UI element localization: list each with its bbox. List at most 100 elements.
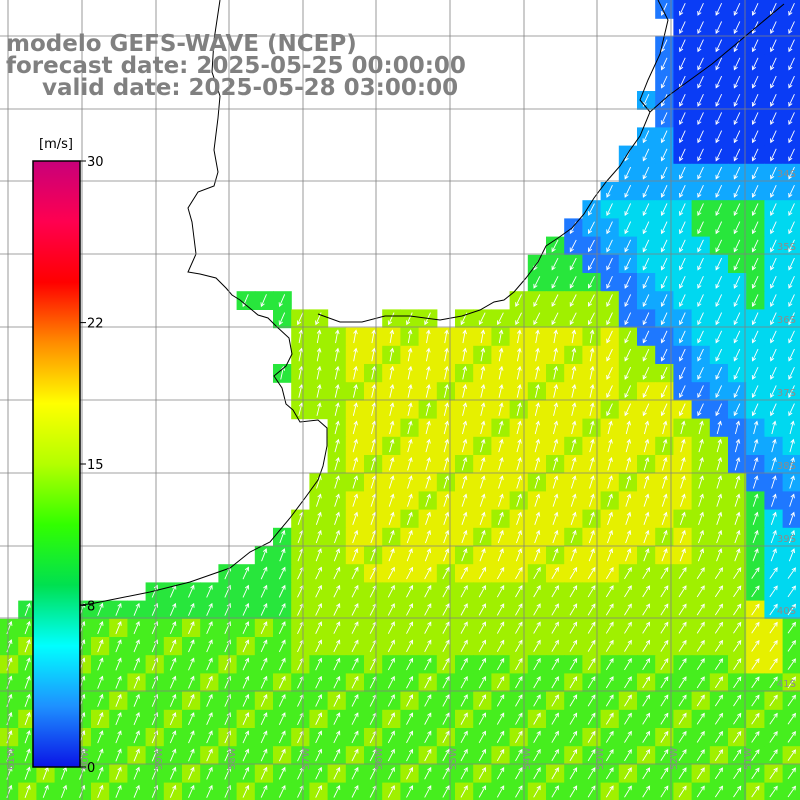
wind-arrow (642, 694, 651, 707)
wind-arrow (333, 566, 341, 580)
wind-arrow (278, 784, 286, 798)
wind-arrow (642, 785, 651, 798)
wind-arrow (697, 257, 704, 271)
wind-arrow (714, 676, 724, 689)
wind-arrow (242, 730, 250, 744)
wind-arrow (660, 239, 668, 253)
wind-arrow (534, 456, 541, 471)
wind-arrow (679, 548, 686, 562)
wind-arrow (716, 475, 723, 489)
wind-arrow (496, 566, 505, 580)
wind-arrow (643, 493, 650, 507)
wind-arrow (714, 712, 724, 725)
wind-arrow (97, 693, 104, 707)
wind-arrow (480, 365, 486, 380)
wind-arrow (696, 567, 705, 579)
wind-arrow (788, 367, 795, 380)
wind-arrow (534, 511, 541, 525)
wind-arrow (751, 567, 760, 579)
wind-arrow (606, 276, 613, 289)
wind-arrow (570, 511, 577, 525)
wind-arrow (751, 39, 759, 53)
wind-arrow (315, 621, 322, 634)
wind-arrow (661, 548, 668, 562)
wind-arrow (698, 438, 704, 453)
wind-arrow (334, 456, 340, 471)
wind-arrow (407, 365, 413, 380)
wind-arrow (425, 365, 431, 380)
wind-arrow (662, 420, 668, 435)
wind-arrow (751, 785, 760, 798)
wind-arrow (569, 621, 578, 634)
wind-arrow (533, 639, 541, 652)
wind-arrow (115, 784, 122, 798)
wind-arrow (751, 130, 759, 144)
wind-arrow (696, 639, 705, 652)
wind-arrow (789, 511, 795, 525)
wind-arrow (480, 329, 486, 344)
wind-arrow (714, 749, 724, 761)
wind-arrow (715, 130, 723, 144)
colorbar-ticks: 30 22 15 8 0 (80, 155, 104, 776)
wind-arrow (115, 748, 122, 762)
wind-arrow (606, 348, 613, 362)
wind-arrow (551, 566, 559, 580)
wind-arrow (788, 221, 795, 235)
wind-arrow (770, 529, 777, 544)
wind-arrow (351, 603, 359, 616)
wind-arrow (587, 257, 595, 271)
wind-arrow (770, 166, 777, 180)
wind-arrow (424, 657, 432, 671)
wind-arrow (425, 347, 431, 362)
wind-arrow (661, 493, 668, 507)
wind-arrow (387, 712, 395, 725)
wind-arrow (315, 511, 322, 525)
wind-arrow (714, 567, 724, 579)
wind-arrow (133, 621, 140, 635)
wind-arrow (751, 348, 759, 362)
wind-arrow (625, 548, 632, 562)
wind-arrow (587, 785, 596, 798)
wind-arrow (715, 348, 723, 362)
wind-arrow (533, 312, 541, 326)
wind-arrow (697, 21, 704, 35)
wind-arrow (442, 766, 450, 780)
wind-arrow (424, 548, 432, 562)
wind-arrow (569, 767, 578, 780)
wind-arrow (571, 456, 577, 471)
colorbar-tick-label: 0 (87, 761, 95, 776)
wind-arrow (333, 730, 341, 744)
wind-arrow (660, 276, 668, 289)
wind-arrow (714, 585, 724, 598)
wind-arrow (97, 766, 104, 780)
wind-arrow (642, 257, 650, 271)
wind-arrow (715, 403, 723, 417)
wind-arrow (553, 347, 558, 362)
wind-arrow (479, 511, 486, 525)
wind-arrow (260, 766, 268, 780)
wind-arrow (498, 347, 504, 362)
wind-arrow (733, 367, 741, 380)
wind-arrow (406, 748, 414, 762)
wind-arrow (496, 712, 505, 725)
wind-arrow (24, 693, 31, 707)
wind-arrow (606, 385, 613, 399)
wind-arrow (424, 712, 432, 725)
wind-arrow (679, 294, 686, 308)
wind-arrow (715, 148, 723, 162)
wind-arrow (697, 112, 704, 126)
wind-arrow (371, 347, 376, 362)
wind-arrow (770, 294, 777, 308)
wind-arrow (696, 785, 705, 798)
wind-arrow (478, 639, 486, 653)
wind-arrow (696, 585, 705, 598)
wind-arrow (406, 566, 414, 580)
wind-arrow (605, 785, 614, 798)
wind-arrow (787, 712, 796, 725)
wind-arrow (425, 493, 431, 507)
wind-arrow (697, 330, 704, 344)
coastline-west (39, 0, 328, 609)
wind-arrow (771, 456, 777, 471)
lat-label: 40S (777, 606, 796, 617)
